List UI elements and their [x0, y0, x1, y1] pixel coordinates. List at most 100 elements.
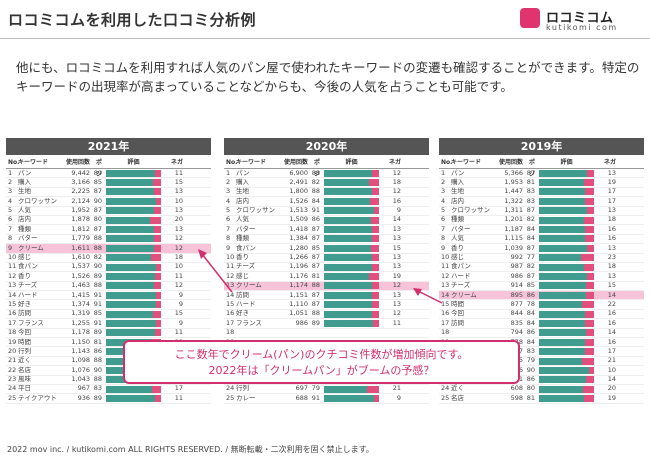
count-cell: 1,374 — [71, 299, 90, 308]
sentiment-bar — [106, 319, 161, 327]
rank-number: 23 — [8, 375, 17, 384]
sentiment-bar — [324, 319, 379, 327]
positive-rate-cell: 88 — [311, 309, 320, 318]
keyword-cell: 種類 — [236, 234, 249, 243]
keyword-cell: クリーム — [236, 281, 262, 290]
sentiment-bar — [324, 235, 379, 243]
negative-rate-cell: 20 — [174, 215, 183, 224]
count-cell: 2,491 — [289, 177, 308, 186]
sentiment-bar — [324, 310, 379, 318]
sentiment-bar — [539, 272, 594, 280]
count-cell: 6,900 — [289, 168, 308, 177]
negative-rate-cell: 20 — [607, 384, 616, 393]
positive-rate-cell: 91 — [93, 290, 102, 299]
count-cell: 1,610 — [71, 253, 90, 262]
sentiment-bar — [539, 310, 594, 318]
positive-rate-cell: 87 — [311, 253, 320, 262]
rank-number: 7 — [8, 224, 13, 233]
column-header-no: No. — [226, 159, 238, 166]
positive-rate-cell: 83 — [526, 346, 535, 355]
count-cell: 1,178 — [71, 328, 90, 337]
sentiment-bar — [324, 254, 379, 262]
table-row: 24 近く 608 80 20 — [439, 384, 644, 395]
table-row: 13 クリーム 1,174 88 12 — [224, 281, 429, 292]
count-cell: 1,043 — [71, 375, 90, 384]
count-cell: 1,611 — [71, 243, 90, 252]
count-cell: 1,187 — [504, 224, 523, 233]
sentiment-bar-positive-fill — [539, 226, 586, 234]
table-row: 4 店内 1,526 84 16 — [224, 197, 429, 207]
rank-number: 13 — [226, 281, 235, 290]
sentiment-bar — [106, 179, 161, 187]
keyword-cell: テイクアウト — [18, 393, 57, 402]
rank-number: 1 — [226, 168, 231, 177]
negative-rate-cell: 10 — [174, 262, 183, 271]
table-row: 13 チーズ 1,463 88 12 — [6, 281, 211, 292]
negative-rate-cell: 15 — [392, 243, 401, 252]
sentiment-bar — [324, 179, 379, 187]
rank-number: 20 — [8, 346, 17, 355]
keyword-cell: ハード — [236, 299, 256, 308]
column-header-row: No. キーワード 使用回数 ポジ 評価 ネガ — [439, 157, 644, 178]
table-row: 17 フランス 1,255 91 9 — [6, 319, 211, 329]
sentiment-bar-positive-fill — [324, 254, 372, 262]
count-cell: 1,280 — [289, 243, 308, 252]
positive-rate-cell: 84 — [526, 309, 535, 318]
positive-rate-cell: 89 — [311, 318, 320, 327]
sentiment-bar-positive-fill — [324, 235, 372, 243]
negative-rate-cell: 13 — [392, 299, 401, 308]
positive-rate-cell: 85 — [93, 309, 102, 318]
negative-rate-cell: 16 — [607, 318, 616, 327]
column-header-keyword: キーワード — [451, 159, 482, 166]
sentiment-bar-positive-fill — [106, 188, 154, 196]
sentiment-bar-positive-fill — [539, 169, 587, 177]
sentiment-bar — [539, 329, 594, 337]
keyword-cell: 香り — [18, 271, 31, 280]
positive-rate-cell: 87 — [311, 262, 320, 271]
header: ロコミコムを利用した口コミ分析例 ロコミコム kutikomi com — [0, 0, 650, 40]
sentiment-bar-positive-fill — [106, 244, 155, 252]
sentiment-bar-positive-fill — [106, 207, 154, 215]
sentiment-bar-positive-fill — [106, 319, 157, 327]
sentiment-bar — [324, 385, 379, 393]
keyword-cell: 人気 — [451, 234, 464, 243]
sentiment-bar-positive-fill — [324, 301, 372, 309]
positive-rate-cell: 84 — [526, 337, 535, 346]
count-cell: 1,509 — [289, 215, 308, 224]
negative-rate-cell: 14 — [607, 328, 616, 337]
keyword-cell: 生地 — [236, 187, 249, 196]
positive-rate-cell: 83 — [526, 196, 535, 205]
count-cell: 986 — [510, 271, 523, 280]
table-row: 24 行列 697 79 21 — [224, 384, 429, 395]
arrow-2021-to-2020-icon — [198, 249, 233, 293]
rank-number: 3 — [226, 187, 231, 196]
negative-rate-cell: 12 — [392, 168, 401, 177]
count-cell: 1,953 — [504, 177, 523, 186]
table-row: 11 チーズ 1,196 87 13 — [224, 262, 429, 273]
count-cell: 1,447 — [504, 187, 523, 196]
table-row: 10 香り 1,266 87 13 — [224, 253, 429, 263]
sentiment-bar — [539, 338, 594, 346]
table-row: 6 人気 1,509 86 14 — [224, 215, 429, 226]
arrow-2020-to-2019-icon — [413, 288, 443, 304]
keyword-cell: カレー — [236, 393, 256, 402]
keyword-cell: 食パン — [236, 243, 256, 252]
count-cell: 2,124 — [71, 196, 90, 205]
sentiment-bar — [106, 301, 161, 309]
rank-number: 6 — [226, 215, 231, 224]
sentiment-bar-positive-fill — [324, 179, 370, 187]
negative-rate-cell: 10 — [174, 196, 183, 205]
sentiment-bar-positive-fill — [324, 263, 372, 271]
count-cell: 794 — [510, 328, 523, 337]
sentiment-bar — [539, 216, 594, 224]
count-cell: 1,384 — [289, 234, 308, 243]
keyword-cell: 風味 — [18, 375, 31, 384]
count-cell: 1,051 — [289, 309, 308, 318]
rank-number: 19 — [8, 337, 17, 346]
panel-year-header: 2019年 — [439, 138, 644, 155]
sentiment-bar-positive-fill — [324, 272, 369, 280]
positive-rate-cell: 89 — [93, 393, 102, 402]
negative-rate-cell: 21 — [392, 384, 401, 393]
positive-rate-cell: 86 — [526, 328, 535, 337]
negative-rate-cell: 16 — [607, 309, 616, 318]
